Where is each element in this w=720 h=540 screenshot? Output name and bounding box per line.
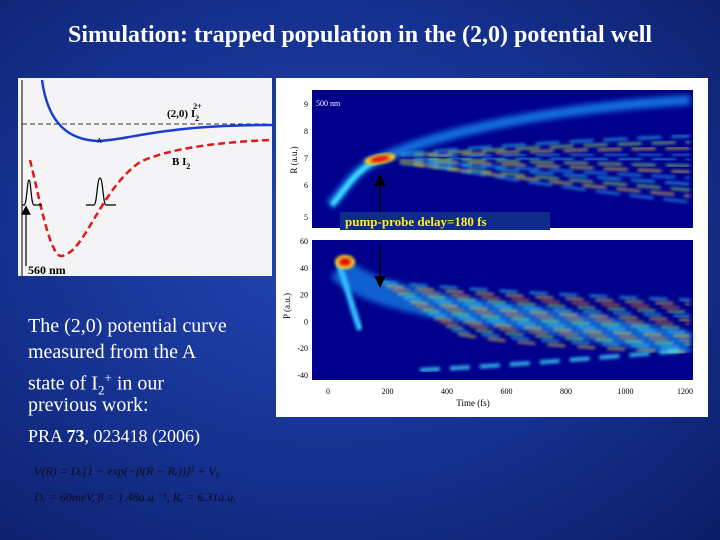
- x-label: Time (fs): [456, 398, 489, 408]
- caption-line: state of I2+ in our: [28, 367, 164, 402]
- caption-text: in our: [111, 372, 165, 395]
- caption-text: state of I: [28, 372, 98, 395]
- streak: [385, 285, 691, 305]
- lower-y-label: P (a.u.): [282, 293, 292, 319]
- hot-spot: [339, 258, 351, 266]
- lower-y-tick: 40: [300, 264, 308, 273]
- caption-line: previous work:: [28, 394, 149, 416]
- lower-y-tick: 0: [304, 317, 308, 326]
- streak: [421, 309, 691, 329]
- probe-wavelength: 500 nm: [316, 99, 341, 108]
- hot-spot: [370, 155, 390, 163]
- upper-y-tick: 9: [304, 100, 308, 109]
- streak: [403, 297, 691, 317]
- x-tick: 400: [441, 387, 453, 396]
- delay-label: pump-probe delay=180 fs: [345, 214, 487, 229]
- streak: [427, 161, 691, 185]
- marker-a: A: [97, 137, 102, 145]
- streak: [413, 157, 691, 161]
- streak: [445, 325, 691, 345]
- state-label: (2,0) I22+: [167, 102, 202, 123]
- streak: [397, 293, 691, 313]
- b-state-label: B I2: [172, 156, 190, 171]
- caption-line: measured from the A: [28, 341, 197, 363]
- caption-sup: +: [104, 370, 112, 385]
- streak: [391, 289, 691, 309]
- lower-streaks: [330, 255, 693, 372]
- streak: [439, 321, 691, 341]
- streak: [399, 159, 691, 173]
- streak: [427, 313, 691, 333]
- slide-title: Simulation: trapped population in the (2…: [67, 22, 653, 48]
- upper-y-label: R (a.u.): [289, 146, 299, 173]
- left-panel: [18, 78, 272, 276]
- citation-volume: 73: [66, 426, 85, 446]
- streak: [427, 147, 691, 157]
- upper-y-tick: 6: [304, 181, 308, 190]
- upper-y-tick: 8: [304, 127, 308, 136]
- citation: PRA 73, 023418 (2006): [28, 426, 200, 447]
- streak: [399, 153, 691, 158]
- upper-y-tick: 7: [304, 154, 308, 163]
- formula-line: V(R) = Dₑ[1 − exp(−β(R − Rₑ))]² + V₀: [34, 464, 220, 478]
- label-band: [340, 212, 550, 230]
- streak: [409, 301, 691, 321]
- b-curve: [28, 138, 273, 258]
- formula-line: Dₑ = 60meV, β = 1.48a.u.⁻¹, Rₑ = 6.31a.u…: [34, 490, 237, 504]
- streak: [330, 258, 693, 358]
- streak: [427, 164, 691, 203]
- x-tick: 600: [501, 387, 513, 396]
- streak: [451, 329, 691, 349]
- lower-y-tick: 60: [300, 237, 308, 246]
- streak: [457, 333, 691, 353]
- x-tick: 1000: [618, 387, 634, 396]
- upper-streaks: [326, 95, 691, 209]
- streak: [413, 163, 691, 197]
- streak: [433, 317, 691, 337]
- streak: [399, 135, 691, 155]
- streak: [413, 141, 691, 156]
- upper-y-tick: 5: [304, 213, 308, 222]
- x-tick: 0: [326, 387, 330, 396]
- streak: [413, 160, 691, 179]
- lower-y-tick: -20: [297, 344, 308, 353]
- lower-y-tick: -40: [297, 371, 308, 380]
- pump-pulse: [22, 179, 42, 206]
- streak: [379, 281, 691, 301]
- streak: [415, 305, 691, 325]
- streak: [427, 158, 691, 167]
- x-tick: 800: [560, 387, 572, 396]
- citation-journal: PRA: [28, 426, 67, 446]
- ion-curve: [40, 79, 273, 143]
- x-tick: 1200: [677, 387, 693, 396]
- streak: [419, 348, 691, 372]
- pump-wavelength: 560 nm: [28, 263, 66, 277]
- caption-line: The (2,0) potential curve: [28, 315, 227, 337]
- probe-pulse: [86, 177, 116, 206]
- citation-rest: , 023418 (2006): [84, 426, 201, 446]
- caption-sub: 2: [97, 382, 105, 398]
- lower-y-tick: 20: [300, 291, 308, 300]
- x-tick: 200: [382, 387, 394, 396]
